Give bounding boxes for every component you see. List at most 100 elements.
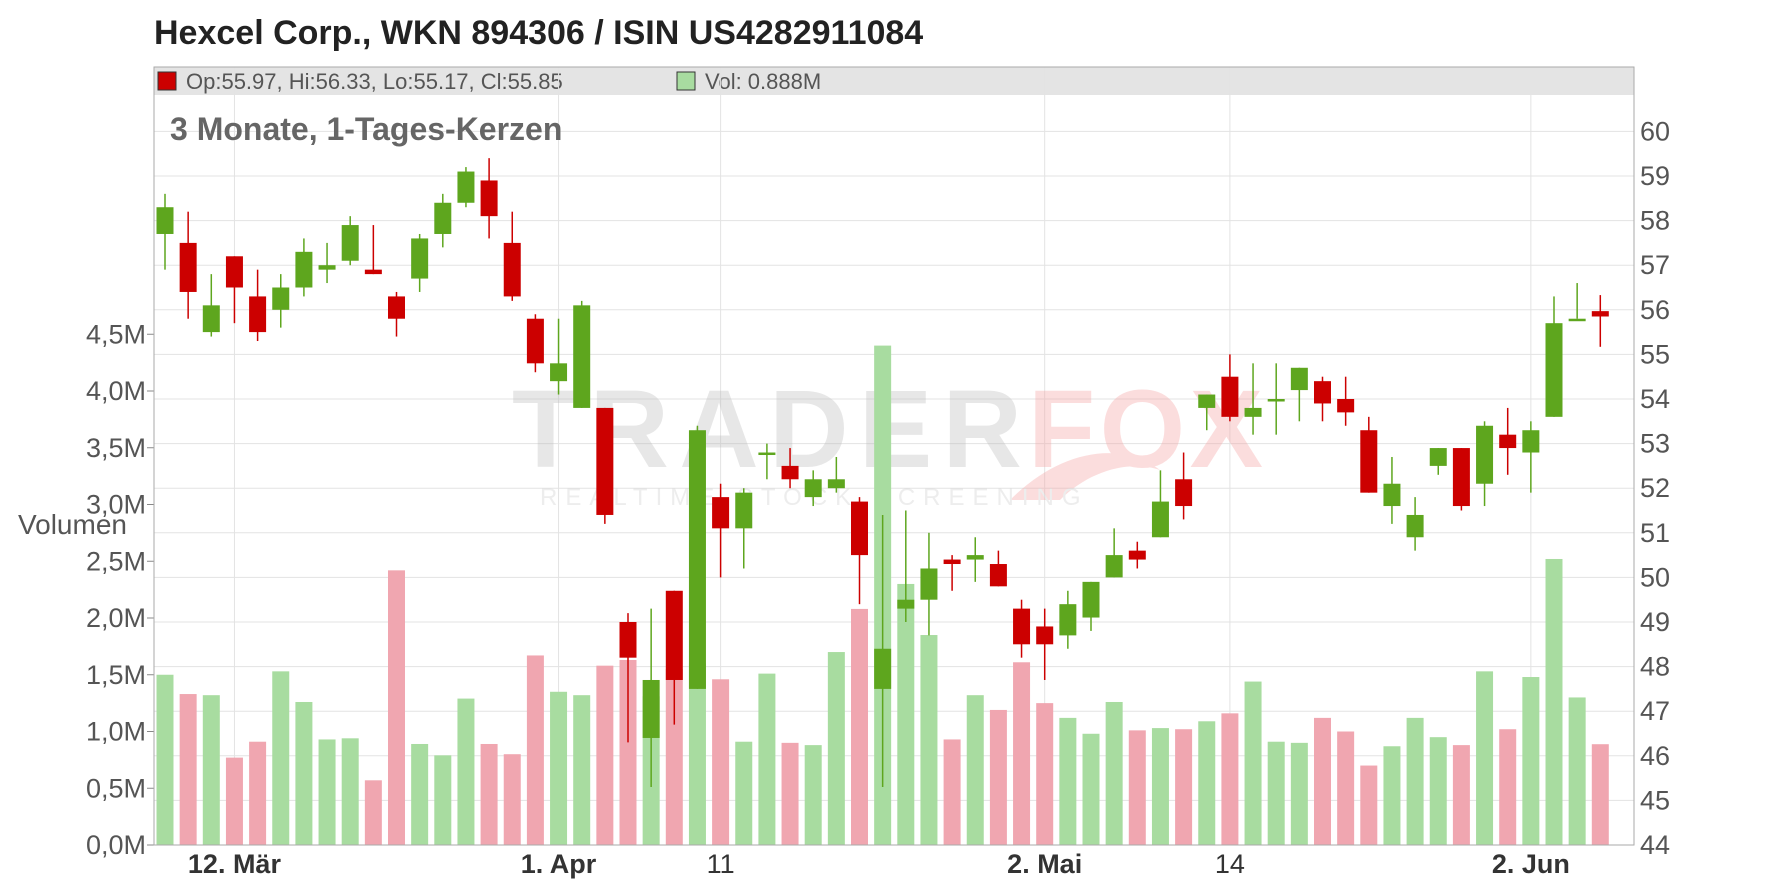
candle-body: [1175, 479, 1193, 507]
candle-body: [966, 555, 984, 560]
volume-bar: [1244, 681, 1262, 845]
price-tick-label: 47: [1640, 696, 1670, 726]
candle-body: [503, 242, 521, 297]
price-tick-label: 60: [1640, 116, 1670, 146]
price-tick-label: 44: [1640, 830, 1670, 860]
candle-body: [688, 430, 706, 689]
x-axis: 12. Mär 1. Apr 11 2. Mai 14 2. Jun: [188, 849, 1570, 879]
chart-subtitle: 3 Monate, 1-Tages-Kerzen: [170, 111, 562, 147]
candle-body: [550, 363, 568, 382]
volume-bar: [1221, 713, 1239, 845]
candle-body: [1591, 311, 1609, 317]
volume-bar: [688, 663, 706, 845]
price-tick-label: 59: [1640, 161, 1670, 191]
volume-tick-label: 4,5M: [86, 319, 146, 349]
volume-bar: [758, 673, 776, 845]
candle-body: [411, 238, 429, 279]
plot-frame: [153, 66, 1635, 846]
x-tick-label: 1. Apr: [521, 849, 597, 879]
candle-body: [457, 171, 475, 203]
x-tick-label: 11: [707, 849, 735, 879]
candle-body: [1499, 434, 1517, 449]
x-tick-label: 14: [1215, 849, 1245, 879]
volume-bar: [1522, 677, 1540, 845]
candle-body: [434, 202, 452, 234]
volume-bar: [1406, 717, 1424, 845]
volume-axis-label: Volumen: [18, 509, 127, 540]
volume-bar: [156, 674, 174, 845]
candle-body: [665, 590, 683, 680]
volume-bar: [225, 757, 243, 845]
volume-bar: [804, 745, 822, 845]
candle-body: [225, 256, 243, 288]
candle-body: [156, 207, 174, 234]
volume-bar: [202, 695, 220, 845]
candle-body: [619, 622, 637, 658]
candle-body: [1406, 514, 1424, 538]
volume-bar: [411, 743, 429, 845]
volume-bar: [1013, 662, 1031, 845]
candle-body: [1568, 318, 1586, 322]
price-tick-label: 50: [1640, 562, 1670, 592]
volume-bar: [1499, 729, 1517, 845]
candle-body: [920, 568, 938, 600]
candle-body: [249, 296, 267, 333]
volume-bar: [1290, 742, 1308, 845]
volume-tick-label: 3,5M: [86, 433, 146, 463]
volume-bar: [249, 741, 267, 845]
price-axis: 60 59 58 57 56 55 54 53 52 51 50 49 48 47 46 45 44: [1640, 116, 1670, 860]
price-tick-label: 46: [1640, 741, 1670, 771]
candle-body: [1429, 448, 1447, 466]
candle-body: [642, 679, 660, 738]
volume-tick-label: 2,0M: [86, 603, 146, 633]
info-bar: [154, 67, 1634, 95]
volume-bar: [1591, 744, 1609, 845]
volume-bar: [1429, 737, 1447, 845]
volume-bar: [318, 739, 336, 845]
candle-body: [851, 501, 868, 556]
candle-body: [1267, 399, 1285, 402]
candle-body: [1337, 399, 1355, 413]
price-tick-label: 45: [1640, 785, 1670, 815]
volume-bar: [1267, 741, 1285, 845]
volume-bar: [1360, 765, 1378, 845]
candle-body: [318, 265, 336, 270]
volume-tick-label: 0,0M: [86, 830, 146, 860]
candle-body: [1036, 626, 1054, 645]
candle-body: [989, 564, 1007, 587]
price-tick-label: 52: [1640, 473, 1670, 503]
x-tick-label: 2. Jun: [1492, 849, 1570, 879]
candle-body: [1244, 407, 1262, 417]
x-tick-label: 12. Mär: [188, 849, 282, 879]
volume-bar: [712, 679, 730, 845]
volume-bar: [1198, 721, 1216, 845]
candle-body: [781, 465, 799, 480]
price-tick-label: 57: [1640, 250, 1670, 280]
volume-bar: [665, 669, 683, 845]
candle-body: [712, 497, 730, 529]
candle-body: [1151, 501, 1169, 538]
candle-body: [874, 648, 892, 689]
volume-bar: [619, 659, 637, 845]
volume-bar: [1082, 733, 1100, 845]
volume-bar: [1105, 701, 1123, 845]
price-tick-label: 48: [1640, 652, 1670, 682]
candle-body: [1059, 604, 1077, 636]
volume-bar: [1128, 730, 1146, 845]
price-tick-label: 55: [1640, 339, 1670, 369]
candle-body: [1221, 376, 1239, 417]
candle-body: [295, 251, 313, 288]
candle-body: [827, 479, 845, 489]
candle-body: [943, 559, 961, 565]
volume-bar: [573, 695, 591, 845]
volume-bar: [388, 570, 405, 845]
volume-bar: [480, 743, 498, 845]
x-tick-label: 2. Mai: [1007, 849, 1082, 879]
volume-bar: [364, 780, 382, 845]
candle-body: [1522, 430, 1540, 453]
volume-bar: [503, 754, 521, 845]
candle-body: [1128, 550, 1146, 560]
volume-bar: [295, 701, 313, 845]
volume-bar: [1545, 558, 1563, 845]
